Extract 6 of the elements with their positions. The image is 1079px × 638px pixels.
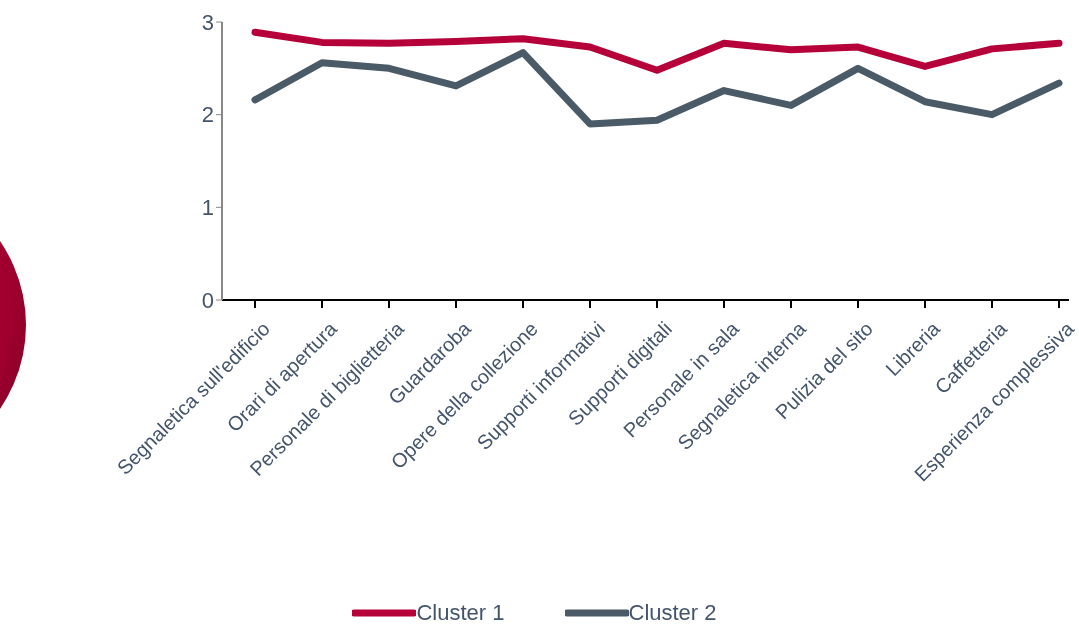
y-tick-label: 0	[201, 287, 214, 313]
legend-label: Cluster 2	[628, 600, 717, 626]
legend-label: Cluster 1	[416, 600, 505, 626]
y-tick-label: 1	[201, 195, 214, 221]
y-tick-label: 2	[201, 102, 214, 128]
y-tick-label: 3	[201, 9, 214, 35]
